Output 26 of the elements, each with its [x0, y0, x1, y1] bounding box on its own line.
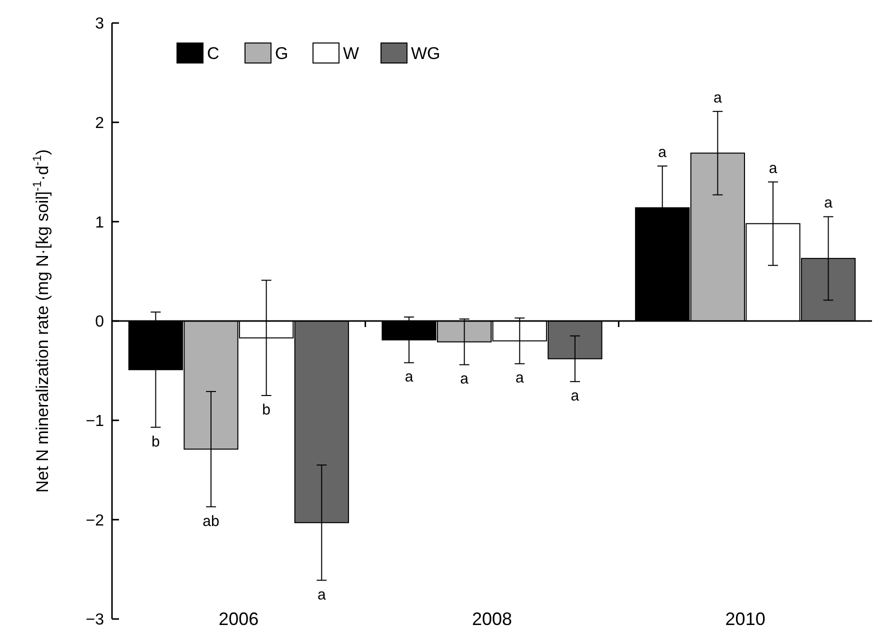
annotation: a: [824, 194, 834, 212]
annotation: a: [515, 370, 524, 387]
annotation: ab: [202, 512, 220, 530]
annotation: a: [317, 586, 326, 604]
annotation: a: [714, 89, 722, 106]
annotation: a: [460, 370, 470, 388]
legend-label: G: [275, 44, 288, 63]
annotation: a: [404, 368, 414, 386]
annotation: a: [658, 144, 668, 162]
legend-label: WG: [411, 44, 440, 63]
annotation: a: [570, 388, 580, 405]
x-tick-label: 2010: [725, 609, 766, 629]
y-tick-label: −3: [86, 612, 104, 629]
x-tick-label: 2008: [472, 609, 512, 629]
y-tick-label: 2: [95, 114, 104, 132]
x-tick-label: 2006: [218, 609, 259, 629]
y-tick-label: −2: [86, 512, 104, 530]
annotation: b: [152, 433, 160, 450]
annotation: a: [768, 160, 778, 177]
annotation: b: [262, 402, 270, 418]
y-tick-label: 1: [95, 214, 104, 232]
y-tick-label: −1: [86, 412, 104, 430]
y-tick-label: 3: [95, 16, 104, 33]
legend-label: W: [343, 44, 360, 63]
y-tick-label: 0: [95, 314, 104, 331]
legend-label: C: [207, 44, 220, 63]
